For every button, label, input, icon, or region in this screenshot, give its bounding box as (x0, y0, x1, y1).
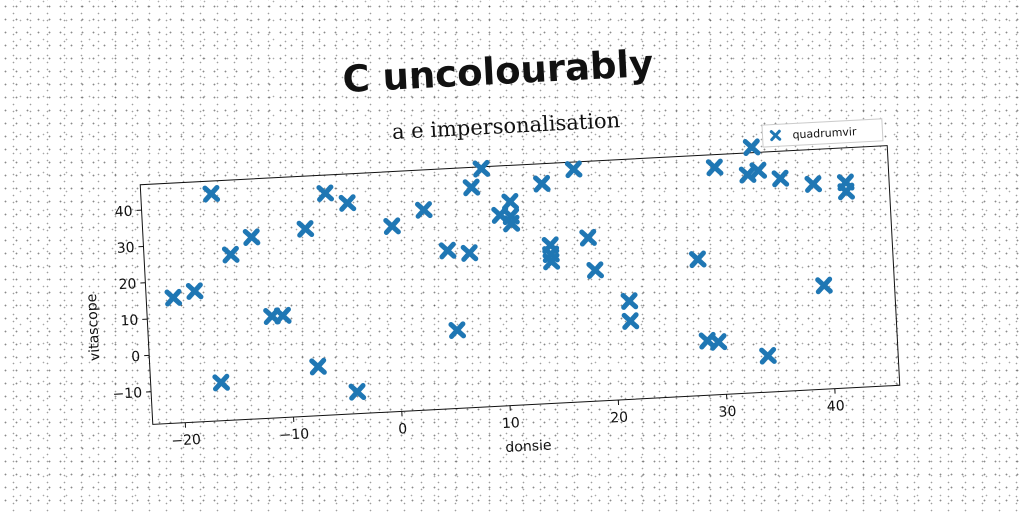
data-point (348, 383, 367, 401)
data-points (164, 138, 855, 401)
x-tick-label: 40 (826, 398, 845, 415)
data-point (501, 192, 520, 211)
x-tick-label: −10 (279, 426, 309, 444)
data-point (759, 346, 777, 365)
data-point (296, 220, 315, 238)
data-point (621, 312, 640, 330)
data-point (316, 184, 335, 203)
data-point (383, 217, 401, 235)
y-tick-label: 10 (120, 313, 139, 330)
y-tick-label: 40 (114, 204, 133, 221)
data-point (620, 292, 639, 310)
data-point (815, 276, 833, 295)
data-point (742, 138, 761, 157)
axis-ticks: −20 −10 0 10 20 30 40 −10 0 10 20 30 40 (112, 204, 845, 450)
x-tick-label: 30 (718, 404, 737, 421)
data-point (749, 161, 768, 180)
legend-marker (769, 129, 782, 142)
legend: quadrumvir (761, 118, 884, 148)
data-point (460, 244, 479, 262)
data-point (462, 178, 481, 197)
data-point (438, 241, 457, 260)
plot-frame (139, 145, 901, 425)
data-point (533, 174, 551, 193)
data-point (309, 357, 327, 376)
data-point (709, 333, 728, 351)
data-point (185, 282, 204, 300)
y-tick-label: 30 (116, 240, 135, 257)
data-point (542, 252, 561, 271)
data-point (242, 228, 261, 246)
x-axis-label: donsie (505, 438, 552, 456)
data-point (586, 261, 605, 279)
chart-subtitle: a e impersonalisation (391, 108, 620, 144)
data-point (771, 169, 790, 188)
x-tick-label: 20 (610, 410, 629, 427)
x-tick-label: 0 (398, 421, 408, 437)
plot-area: −20 −10 0 10 20 30 40 −10 0 10 20 30 40 donsie vitas… (84, 118, 901, 456)
data-point (202, 184, 221, 203)
data-point (212, 373, 230, 392)
legend-box (761, 118, 884, 148)
legend-label: quadrumvir (792, 125, 857, 141)
data-point (221, 245, 240, 264)
data-point (273, 306, 292, 325)
data-point (338, 194, 357, 212)
data-point (164, 288, 183, 307)
x-tick-label: −20 (171, 432, 201, 450)
x-tick-label: 10 (502, 415, 521, 432)
data-point (688, 250, 707, 269)
y-tick-label: −10 (112, 385, 142, 403)
data-point (804, 175, 823, 193)
y-tick-label: 0 (131, 349, 141, 365)
data-point (472, 159, 491, 178)
chart-title: C uncolourably (341, 42, 654, 101)
data-point (579, 228, 597, 247)
y-tick-label: 20 (118, 276, 137, 293)
y-axis-label: vitascope (84, 293, 104, 361)
data-point (448, 321, 467, 339)
data-point (705, 158, 724, 177)
data-point (564, 160, 583, 179)
data-point (414, 201, 433, 219)
data-point (837, 182, 855, 201)
data-point (502, 214, 521, 233)
